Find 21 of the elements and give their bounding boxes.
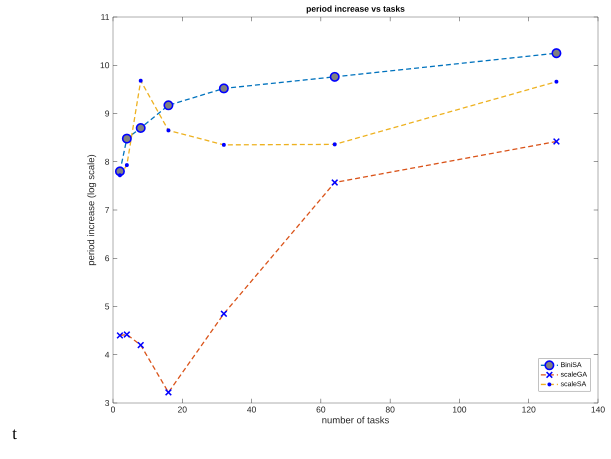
y-tick-label: 3	[105, 400, 110, 406]
x-tick-label: 40	[247, 406, 256, 413]
y-axis-title: period increase (log scale)	[87, 154, 96, 266]
y-tick-label: 6	[105, 255, 110, 262]
y-tick-label: 11	[101, 14, 110, 20]
x-tick-label: 120	[522, 406, 536, 413]
y-tick-label: 4	[104, 352, 110, 358]
x-tick-label: 60	[316, 406, 326, 413]
y-tick-label: 9	[105, 110, 110, 117]
y-tick-label: 8	[105, 158, 110, 165]
x-axis-title: number of tasks	[322, 416, 389, 424]
y-tick-label: 5	[105, 304, 110, 310]
text: t	[12, 429, 17, 440]
y-tick-label: 7	[105, 207, 110, 213]
x-tick-label: 100	[452, 406, 466, 413]
x-tick-label: 0	[110, 406, 116, 413]
y-tick-label: 10	[100, 62, 110, 68]
x-tick-label: 20	[178, 406, 187, 413]
x-tick-label: 80	[386, 406, 395, 413]
chart-title: period increase vs tasks	[306, 6, 405, 14]
x-tick-label: 140	[592, 406, 605, 413]
